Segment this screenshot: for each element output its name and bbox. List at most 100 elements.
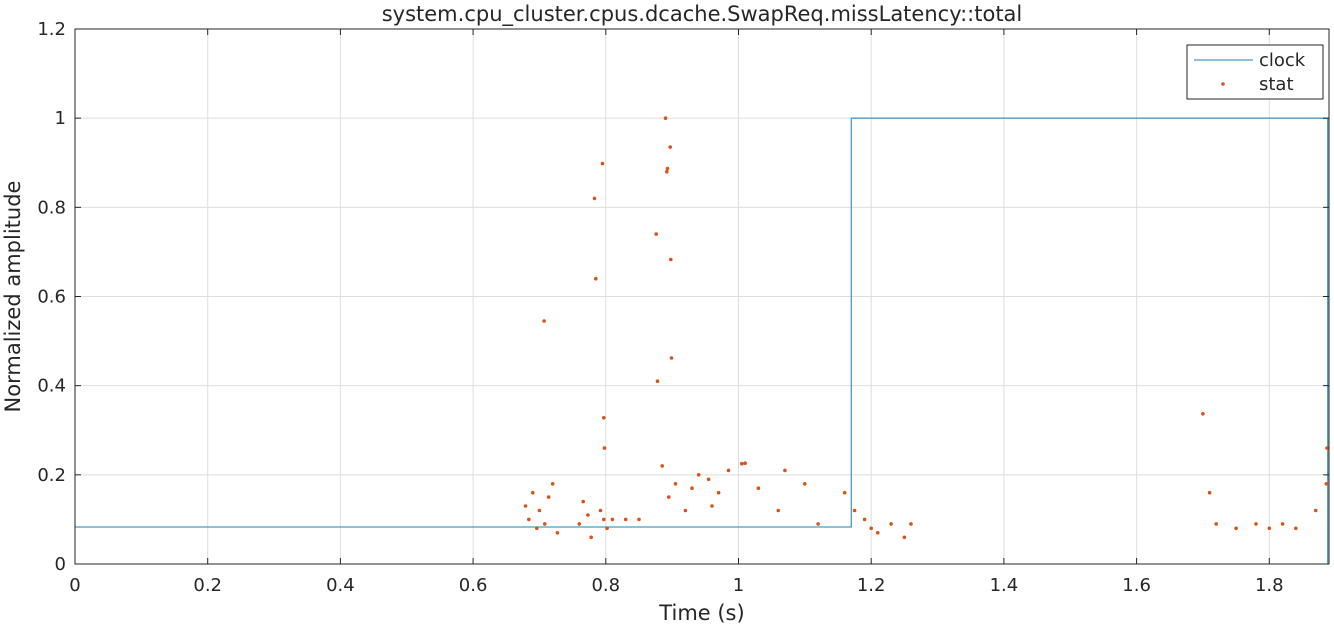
stat-point: [598, 508, 603, 513]
y-tick-label: 1: [55, 108, 66, 129]
stat-point: [550, 482, 555, 486]
stat-point: [589, 535, 593, 540]
stat-point: [602, 517, 606, 522]
stat-point: [535, 526, 539, 531]
legend-stat-label: stat: [1259, 74, 1294, 95]
x-tick-label: 1.6: [1122, 575, 1151, 596]
stat-point: [669, 257, 673, 262]
stat-point: [669, 356, 674, 360]
stat-point: [1207, 490, 1212, 495]
stat-point: [663, 116, 668, 120]
stat-point: [740, 461, 744, 466]
stat-point: [592, 196, 597, 201]
stat-point: [776, 508, 781, 513]
stat-point: [909, 522, 913, 526]
stat-point: [862, 517, 867, 522]
stat-series: [523, 116, 1329, 540]
stat-point: [706, 477, 711, 482]
stat-point: [542, 319, 546, 323]
stat-point: [555, 531, 560, 535]
clock-series: [75, 117, 1329, 564]
stat-point: [654, 232, 658, 236]
stat-point: [852, 508, 857, 513]
legend-clock-label: clock: [1259, 50, 1306, 71]
stat-point: [610, 517, 615, 522]
stat-point: [726, 468, 731, 473]
stat-point: [889, 522, 893, 526]
stat-point: [743, 461, 747, 466]
x-tick-label: 1.8: [1255, 575, 1284, 596]
stat-point: [683, 508, 688, 513]
x-tick-label: 1.4: [990, 575, 1019, 596]
x-tick-label: 0.4: [326, 575, 355, 596]
x-tick-label: 1.2: [857, 575, 886, 596]
stat-point: [710, 504, 714, 508]
stat-point: [523, 504, 528, 508]
stat-point: [637, 517, 641, 522]
stat-point: [577, 522, 582, 526]
stat-point: [1294, 526, 1298, 531]
stat-point: [690, 486, 694, 491]
stat-point: [600, 161, 605, 166]
x-tick-label: 0: [69, 575, 80, 596]
stat-point: [1254, 522, 1258, 526]
stat-point: [1234, 526, 1238, 531]
y-tick-label: 0.2: [37, 465, 66, 486]
stat-point: [668, 145, 672, 149]
stat-point: [594, 276, 598, 281]
stat-point: [623, 517, 628, 522]
stat-point: [546, 495, 551, 499]
clock-line: [75, 117, 1329, 564]
stat-point: [902, 535, 907, 540]
stat-point: [1313, 508, 1318, 513]
stat-point: [1324, 482, 1329, 486]
x-tick-label: 0.2: [193, 575, 222, 596]
chart-title: system.cpu_cluster.cpus.dcache.SwapReq.m…: [382, 2, 1023, 27]
legend-stat-swatch: [1221, 82, 1225, 86]
stat-point: [605, 526, 609, 531]
stat-point: [816, 522, 820, 526]
y-tick-label: 0.8: [37, 197, 66, 218]
stat-point: [876, 531, 880, 535]
stat-point: [696, 473, 701, 477]
stat-point: [1201, 412, 1205, 416]
stat-point: [1325, 446, 1329, 450]
legend: clock stat: [1186, 44, 1324, 100]
stat-point: [673, 482, 678, 486]
stat-point: [869, 526, 873, 531]
stat-point: [667, 495, 671, 499]
stat-point: [660, 464, 664, 468]
y-tick-label: 0.4: [37, 376, 66, 397]
stat-point: [531, 490, 535, 495]
stat-point: [655, 379, 660, 384]
axis-ticks: 0 0.2 0.4 0.6 0.8 1 1.2 1.4 1.6 1.8 0 0.2 0.4 0.6 0.8 1…: [37, 19, 1329, 596]
stat-point: [665, 169, 669, 174]
legend-box: [1186, 44, 1324, 100]
stat-point: [537, 508, 542, 513]
y-tick-label: 0: [55, 554, 66, 575]
y-tick-label: 1.2: [37, 19, 66, 40]
x-axis-label: Time (s): [658, 601, 744, 625]
stat-point: [602, 416, 606, 420]
stat-point: [803, 482, 807, 486]
stat-point: [543, 522, 547, 526]
stat-point: [665, 166, 670, 171]
y-tick-label: 0.6: [37, 287, 66, 308]
stat-point: [1280, 522, 1285, 526]
stat-point: [586, 513, 590, 517]
stat-point: [1214, 522, 1218, 526]
stat-point: [756, 486, 761, 491]
stat-point: [602, 446, 607, 450]
stat-point: [783, 468, 787, 473]
x-tick-label: 0.8: [591, 575, 620, 596]
stat-point: [842, 490, 847, 495]
stat-point: [581, 499, 585, 504]
x-tick-label: 1: [733, 575, 744, 596]
stat-point: [1267, 526, 1272, 531]
stat-point: [527, 517, 531, 522]
stat-point: [716, 490, 721, 495]
y-axis-label: Normalized amplitude: [1, 181, 25, 413]
x-tick-label: 0.6: [459, 575, 488, 596]
